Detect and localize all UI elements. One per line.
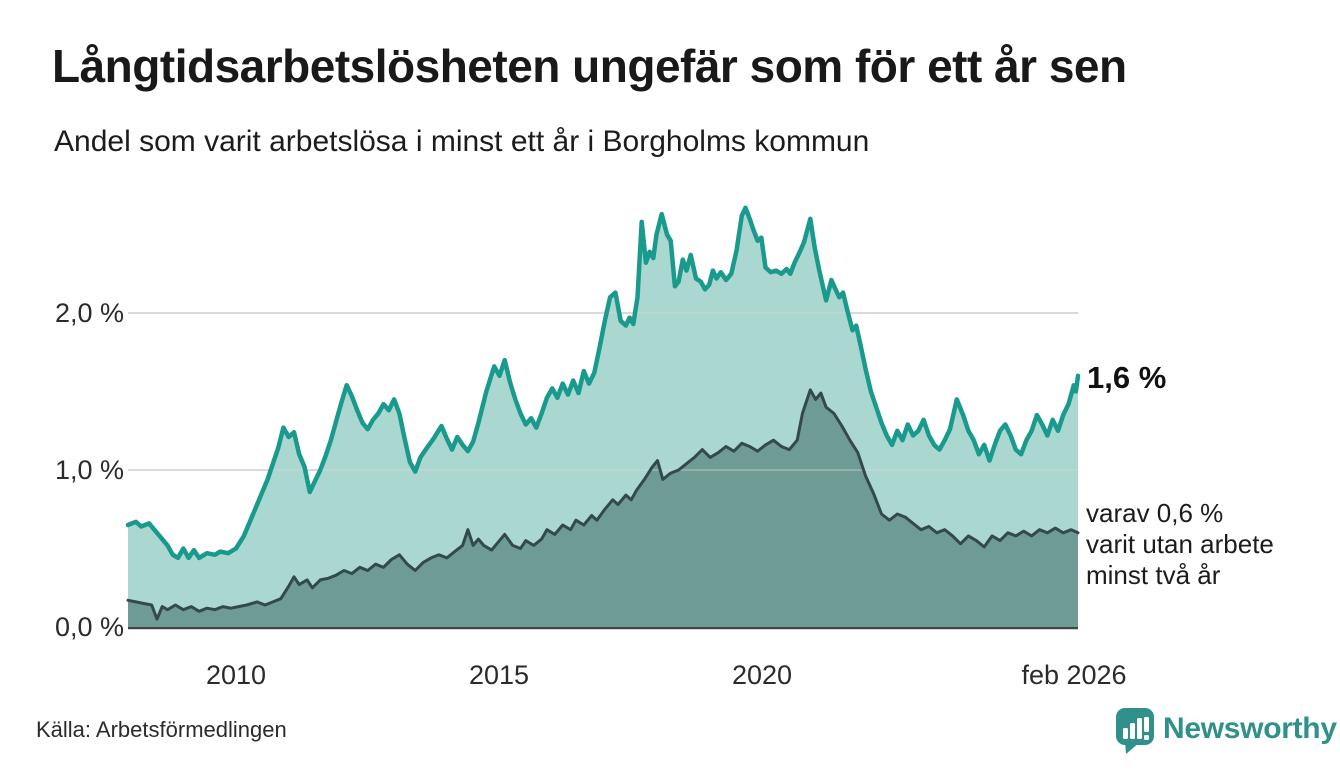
series1-end-value-label: 1,6 % — [1087, 360, 1167, 395]
x-tick-label-2020: 2020 — [731, 660, 793, 690]
series2-annotation: varav 0,6 % varit utan arbete minst två … — [1086, 498, 1274, 590]
y-tick-label-1: 1,0 % — [54, 455, 124, 485]
y-tick-label-0: 0,0 % — [54, 612, 124, 642]
newsworthy-logo-icon — [1116, 708, 1154, 754]
x-tick-label-feb-2026: feb 2026 — [1021, 660, 1127, 690]
page-title: Långtidsarbetslösheten ungefär som för e… — [52, 40, 1127, 92]
newsworthy-wordmark: Newsworthy — [1163, 712, 1337, 745]
x-tick-label-2015: 2015 — [468, 660, 530, 690]
x-tick-label-2010: 2010 — [205, 660, 267, 690]
source-attribution: Källa: Arbetsförmedlingen — [36, 717, 287, 742]
chart-subtitle: Andel som varit arbetslösa i minst ett å… — [54, 125, 870, 158]
y-tick-label-2: 2,0 % — [54, 298, 124, 328]
newsworthy-logo: Newsworthy — [1115, 706, 1337, 762]
